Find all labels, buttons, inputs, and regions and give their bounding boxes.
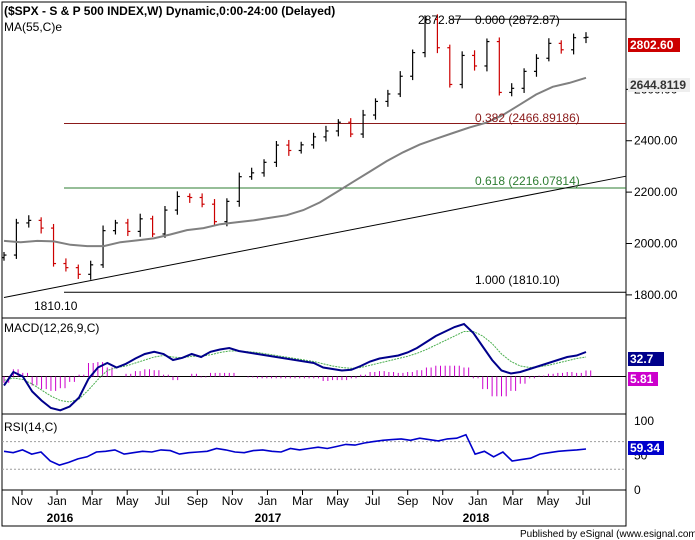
x-tick-label: Nov [432, 494, 453, 508]
footer-credit: Published by eSignal (www.esignal.com) [520, 529, 695, 540]
fib-618-label: 0.618 (2216.07814) [475, 174, 580, 188]
rsi-title: RSI(14,C) [4, 420, 57, 434]
x-tick-label: May [326, 494, 349, 508]
y-tick-label: 1800.00 [634, 288, 678, 302]
x-tick-label: Jan [258, 494, 277, 508]
y-tick-label: 2200.00 [634, 185, 678, 199]
macd-layer [2, 322, 626, 412]
x-tick-label: Nov [222, 494, 243, 508]
y-tick-label: 2400.00 [634, 134, 678, 148]
year-label: 2016 [47, 511, 74, 525]
x-axis-band [1, 489, 627, 527]
x-tick-label: Jul [365, 494, 380, 508]
y-tick-label: 2000.00 [634, 236, 678, 250]
axis-layer: 1800.002000.002200.002400.002600.0010050… [11, 82, 677, 525]
price-layer [1, 14, 627, 298]
rsi-line [3, 433, 587, 466]
x-tick-label: Mar [292, 494, 313, 508]
ma-value-tag [628, 78, 690, 92]
price-panel [1, 1, 627, 319]
x-tick-label: May [537, 494, 560, 508]
x-tick-label: Sep [397, 494, 419, 508]
rsi-tick-label: 0 [634, 483, 641, 497]
macd-value: 32.7 [630, 352, 654, 366]
signal-line [3, 331, 587, 403]
x-tick-label: Mar [503, 494, 524, 508]
high-label: 2872.87 [418, 13, 462, 27]
ma-value: 2644.8119 [630, 78, 686, 92]
fib-382-label: 0.382 (2466.89186) [475, 111, 580, 125]
year-label: 2017 [255, 511, 282, 525]
hist-value: 5.81 [630, 372, 654, 386]
trendline [3, 175, 627, 298]
macd-line [3, 322, 587, 412]
year-label: 2018 [463, 511, 490, 525]
x-tick-label: Jul [575, 494, 590, 508]
x-tick-label: Jul [155, 494, 170, 508]
ma-legend: MA(55,C)e [4, 20, 62, 34]
x-tick-label: Sep [187, 494, 209, 508]
fib-1-label: 1.000 (1810.10) [475, 273, 560, 287]
last-price-tag [628, 38, 680, 52]
rsi-tick-label: 100 [634, 414, 654, 428]
fib-0-label: 0.000 (2872.87) [475, 13, 560, 27]
ma-line [3, 76, 587, 248]
rsi-value-tag [628, 441, 664, 455]
macd-value-tag [628, 352, 664, 366]
x-tick-label: Mar [82, 494, 103, 508]
rsi-layer [2, 433, 626, 470]
last-price-value: 2802.60 [630, 38, 674, 52]
rsi-value: 59.34 [630, 441, 660, 455]
x-tick-label: Jan [468, 494, 487, 508]
hist-value-tag [628, 372, 658, 386]
x-tick-label: Jan [47, 494, 66, 508]
low-label: 1810.10 [34, 299, 78, 313]
chart-title: ($SPX - S & P 500 INDEX,W) Dynamic,0:00-… [4, 4, 335, 18]
x-tick-label: May [116, 494, 139, 508]
x-tick-label: Nov [11, 494, 32, 508]
macd-title: MACD(12,26,9,C) [4, 321, 99, 335]
